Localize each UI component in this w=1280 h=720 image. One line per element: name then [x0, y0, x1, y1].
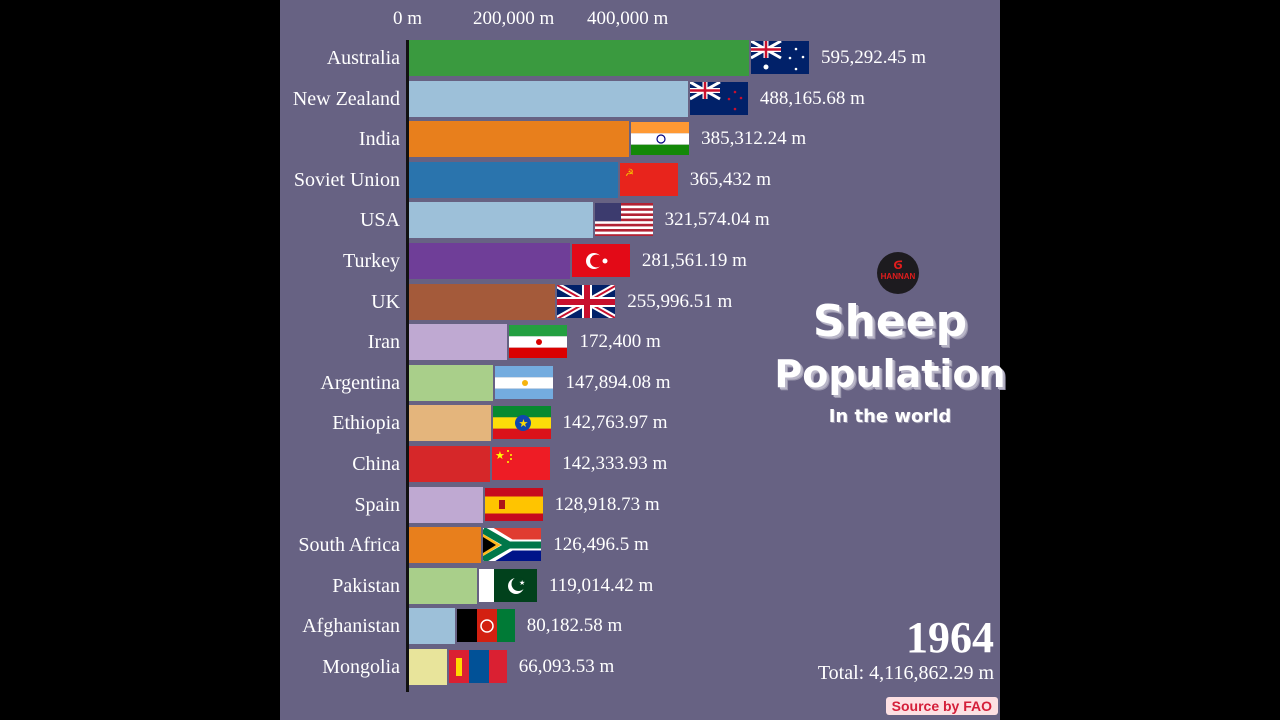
country-label: Pakistan — [332, 574, 400, 597]
country-label: Ethiopia — [332, 412, 400, 435]
chart-title-line1: Sheep — [812, 296, 968, 347]
channel-logo: ϭ HANNAN — [877, 252, 919, 294]
bar-row-usa: USA 321,574.04 m — [280, 201, 1000, 239]
south-africa-flag-icon — [483, 528, 542, 562]
bar-row-australia: Australia 595,292.45 m — [280, 39, 1000, 77]
bar-row-south-africa: South Africa 126,496.5 m — [280, 526, 1000, 564]
country-label: Mongolia — [322, 656, 400, 678]
country-label: Argentina — [320, 371, 400, 394]
bar-row-china: China ★ 142,333.93 m — [280, 445, 1000, 483]
value-label: 142,333.93 m — [562, 453, 668, 474]
axis-tick-400000: 400,000 m — [587, 8, 669, 29]
soviet-union-flag-icon: ☭ — [619, 162, 678, 196]
country-label: Turkey — [342, 250, 400, 272]
bar — [409, 121, 630, 158]
bar — [409, 567, 477, 604]
svg-text:★: ★ — [518, 417, 528, 430]
value-label: 142,763.97 m — [562, 412, 668, 434]
country-label: South Africa — [298, 534, 400, 557]
country-label: Afghanistan — [302, 615, 400, 638]
value-label: 66,093.53 m — [518, 656, 615, 677]
country-label: Iran — [367, 331, 400, 354]
china-flag-icon: ★ — [492, 447, 551, 480]
value-label: 595,292.45 m — [821, 47, 927, 68]
country-label: USA — [359, 209, 400, 232]
svg-text:☭: ☭ — [625, 168, 634, 179]
axis-tick-200000: 200,000 m — [473, 8, 555, 29]
bar — [409, 40, 749, 76]
bar — [409, 446, 491, 482]
argentina-flag-icon — [495, 365, 554, 399]
bar — [409, 324, 508, 361]
value-label: 80,182.58 m — [526, 615, 623, 637]
turkey-flag-icon — [571, 244, 630, 277]
value-label: 321,574.04 m — [664, 209, 770, 231]
source-badge: Source by FAO — [885, 697, 998, 715]
value-label: 126,496.5 m — [553, 534, 649, 556]
country-label: UK — [371, 290, 400, 313]
bar — [409, 608, 455, 645]
bar — [409, 161, 618, 198]
bar-row-uk: UK 255,996.51 m — [280, 283, 1000, 321]
year-label: 1964 — [906, 613, 994, 662]
bar-row-pakistan: Pakistan ★ 119,014.42 m — [280, 567, 1000, 605]
total-label: Total: 4,116,862.29 m — [817, 662, 994, 684]
country-label: New Zealand — [292, 87, 400, 110]
ethiopia-flag-icon: ★ — [492, 406, 551, 440]
bar-row-argentina: Argentina 147,894.08 m — [280, 364, 1000, 402]
bar — [409, 202, 593, 239]
bar-row-new-zealand: New Zealand 488,165.68 m — [280, 80, 1000, 118]
value-label: 255,996.51 m — [627, 290, 733, 312]
india-flag-icon — [631, 122, 690, 156]
chart-panel: 0 m 200,000 m 400,000 m Australia 595,292… — [280, 0, 1006, 720]
bar — [409, 80, 688, 117]
chart-title-line2: Population — [774, 352, 1006, 396]
country-label: Spain — [354, 493, 400, 516]
pakistan-flag-icon: ★ — [478, 568, 537, 602]
country-label: Soviet Union — [293, 168, 400, 191]
axis-tick-0: 0 m — [393, 8, 423, 29]
logo-icon: ϭ — [893, 256, 903, 273]
chart-subtitle: In the world — [828, 406, 952, 427]
bar — [409, 527, 482, 564]
value-label: 119,014.42 m — [548, 574, 654, 596]
value-label: 147,894.08 m — [565, 371, 671, 393]
bar-row-mongolia: Mongolia 66,093.53 m — [280, 648, 1000, 686]
value-label: 365,432 m — [689, 168, 771, 190]
bar-row-soviet-union: Soviet Union ☭ 365,432 m — [280, 161, 1000, 199]
value-label: 172,400 m — [579, 331, 661, 353]
value-label: 281,561.19 m — [641, 250, 747, 271]
svg-text:★: ★ — [519, 579, 525, 587]
value-label: 385,312.24 m — [701, 128, 807, 150]
bar-row-afghanistan: Afghanistan 80,182.58 m — [280, 607, 1000, 645]
bar — [409, 283, 556, 320]
bar-row-turkey: Turkey 281,561.19 m — [280, 242, 1000, 280]
svg-text:★: ★ — [495, 449, 505, 462]
bar — [409, 405, 491, 442]
value-label: 128,918.73 m — [554, 493, 660, 515]
bar-row-spain: Spain 128,918.73 m — [280, 486, 1000, 524]
usa-flag-icon — [594, 203, 653, 237]
bar — [409, 243, 570, 279]
australia-flag-icon — [751, 41, 809, 74]
bar-row-ethiopia: Ethiopia ★ 142,763.97 m — [280, 404, 1000, 442]
value-label: 488,165.68 m — [759, 87, 865, 109]
bar-row-india: India 385,312.24 m — [280, 120, 1000, 158]
spain-flag-icon — [484, 487, 543, 521]
bar — [409, 486, 483, 523]
bar-row-iran: Iran 172,400 m — [280, 323, 1000, 361]
new-zealand-flag-icon — [689, 81, 748, 115]
y-axis-line — [406, 40, 409, 692]
country-label: Australia — [326, 47, 400, 69]
country-label: India — [358, 128, 400, 151]
mongolia-flag-icon — [448, 650, 507, 683]
bar — [409, 364, 494, 401]
iran-flag-icon — [509, 325, 568, 359]
bar — [409, 649, 447, 685]
country-label: China — [352, 453, 400, 475]
afghanistan-flag-icon — [456, 609, 515, 643]
uk-flag-icon — [557, 284, 616, 318]
